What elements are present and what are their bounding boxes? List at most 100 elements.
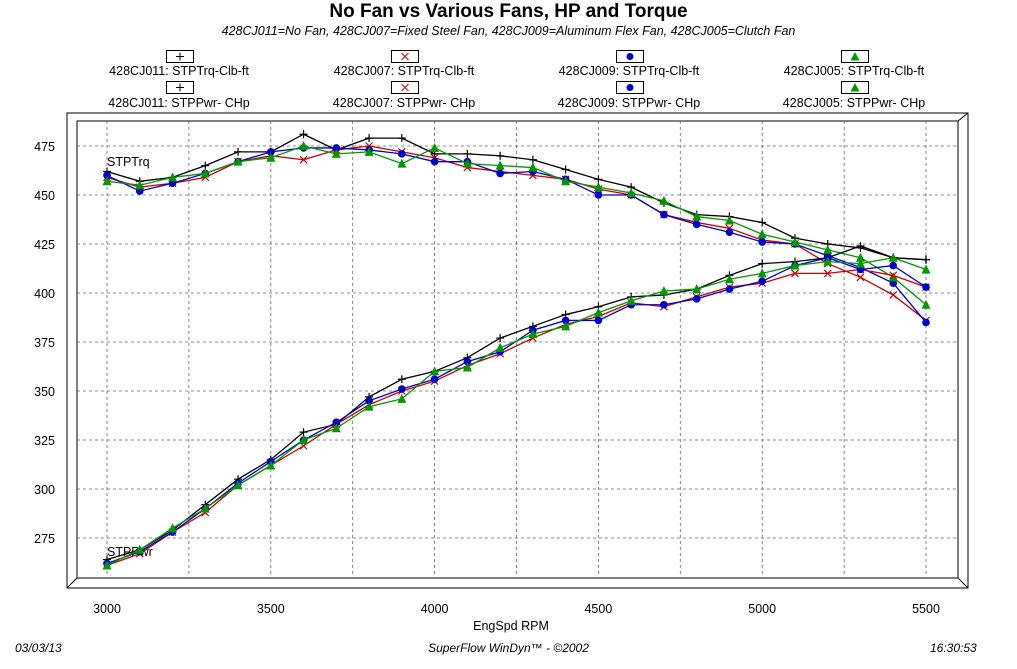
series-line bbox=[106, 257, 927, 567]
data-point bbox=[561, 176, 571, 186]
data-point bbox=[299, 141, 309, 150]
data-point bbox=[463, 149, 472, 158]
data-point bbox=[659, 286, 669, 296]
data-point bbox=[495, 160, 505, 170]
legend-marker bbox=[626, 53, 634, 60]
legend-marker bbox=[626, 84, 634, 91]
data-point bbox=[561, 321, 571, 331]
y-tick-label: 300 bbox=[34, 483, 55, 497]
frame-edge bbox=[957, 112, 969, 122]
data-point bbox=[135, 544, 145, 554]
footer-software: SuperFlow WinDyn™ - ©2002 bbox=[428, 641, 589, 655]
data-point bbox=[233, 156, 243, 166]
data-point bbox=[823, 269, 832, 278]
data-point bbox=[593, 307, 603, 317]
data-point bbox=[397, 158, 407, 168]
data-point bbox=[561, 165, 570, 174]
data-point bbox=[724, 274, 734, 284]
series-3 bbox=[102, 141, 931, 309]
legend-marker bbox=[176, 83, 184, 92]
gridlines bbox=[77, 121, 958, 578]
series-line bbox=[106, 147, 927, 323]
data-point bbox=[922, 318, 930, 327]
data-point bbox=[757, 268, 767, 278]
legend-swatch bbox=[166, 81, 194, 94]
data-point bbox=[692, 295, 701, 303]
legend-marker bbox=[401, 83, 409, 92]
data-point bbox=[495, 342, 505, 352]
data-point bbox=[463, 357, 472, 366]
legend-marker bbox=[401, 52, 409, 61]
data-point bbox=[856, 273, 865, 282]
data-point bbox=[758, 218, 767, 227]
legend-swatch bbox=[616, 81, 644, 94]
legend-swatch bbox=[841, 81, 869, 94]
data-point bbox=[135, 180, 145, 190]
x-tick-label: 3500 bbox=[257, 602, 285, 616]
data-point bbox=[758, 238, 766, 246]
data-point bbox=[889, 291, 898, 299]
data-point bbox=[364, 146, 374, 156]
data-point bbox=[496, 151, 505, 160]
data-point bbox=[594, 191, 603, 199]
data-point bbox=[528, 329, 538, 339]
y-tick-label: 275 bbox=[34, 532, 55, 546]
data-point bbox=[398, 150, 406, 158]
data-point bbox=[889, 261, 898, 270]
legend-marker bbox=[176, 52, 184, 61]
data-point bbox=[331, 148, 341, 158]
data-point bbox=[496, 334, 505, 343]
data-point bbox=[201, 161, 210, 170]
data-point bbox=[365, 397, 373, 405]
y-tick-label: 400 bbox=[34, 287, 55, 301]
data-point bbox=[757, 229, 767, 239]
data-point bbox=[430, 375, 439, 384]
data-point bbox=[790, 260, 800, 270]
data-point bbox=[496, 169, 504, 178]
data-point bbox=[561, 316, 570, 325]
data-point bbox=[922, 255, 930, 264]
data-point bbox=[692, 220, 701, 229]
data-point bbox=[659, 195, 669, 205]
data-point bbox=[528, 155, 537, 164]
footer-date: 03/03/13 bbox=[15, 641, 62, 655]
legend-label: 428CJ009: STPTrq-Clb-ft bbox=[558, 64, 700, 78]
plot-inner bbox=[76, 120, 959, 579]
data-point bbox=[594, 316, 603, 325]
x-tick-label: 3000 bbox=[93, 602, 121, 616]
data-point bbox=[724, 215, 734, 225]
y-tick-label: 475 bbox=[34, 140, 55, 154]
data-point bbox=[725, 285, 734, 293]
chart-title: No Fan vs Various Fans, HP and Torque bbox=[329, 1, 688, 22]
data-point bbox=[331, 423, 341, 433]
y-tick-label: 375 bbox=[34, 336, 55, 350]
data-point bbox=[921, 299, 931, 309]
x-tick-label: 4500 bbox=[584, 602, 612, 616]
data-point bbox=[266, 152, 276, 162]
data-point bbox=[922, 283, 930, 291]
legend-label: 428CJ011: STPPwr- CHp bbox=[108, 96, 250, 110]
x-tick-label: 4000 bbox=[421, 602, 449, 616]
data-point bbox=[888, 272, 898, 282]
data-point bbox=[103, 171, 111, 180]
data-point bbox=[168, 523, 178, 533]
footer-time: 16:30:53 bbox=[930, 641, 977, 655]
legend-label: 428CJ005: STPPwr- CHp bbox=[782, 96, 926, 110]
x-axis-label: EngSpd RPM bbox=[473, 619, 549, 633]
data-point bbox=[430, 157, 439, 166]
data-point bbox=[102, 176, 112, 186]
data-point bbox=[791, 269, 799, 278]
legend-label: 428CJ007: STPTrq-Clb-ft bbox=[333, 64, 475, 78]
data-point bbox=[234, 147, 243, 156]
data-point bbox=[660, 210, 668, 219]
y-tick-label: 425 bbox=[34, 238, 55, 252]
data-point bbox=[364, 401, 374, 411]
legend-label: 428CJ009: STPPwr- CHp bbox=[557, 96, 701, 110]
data-point bbox=[626, 295, 636, 305]
legend-swatch bbox=[616, 50, 644, 63]
data-point bbox=[430, 366, 440, 376]
data-point bbox=[299, 428, 308, 437]
legend-label: 428CJ011: STPTrq-Clb-ft bbox=[109, 64, 249, 78]
data-point bbox=[398, 385, 406, 393]
